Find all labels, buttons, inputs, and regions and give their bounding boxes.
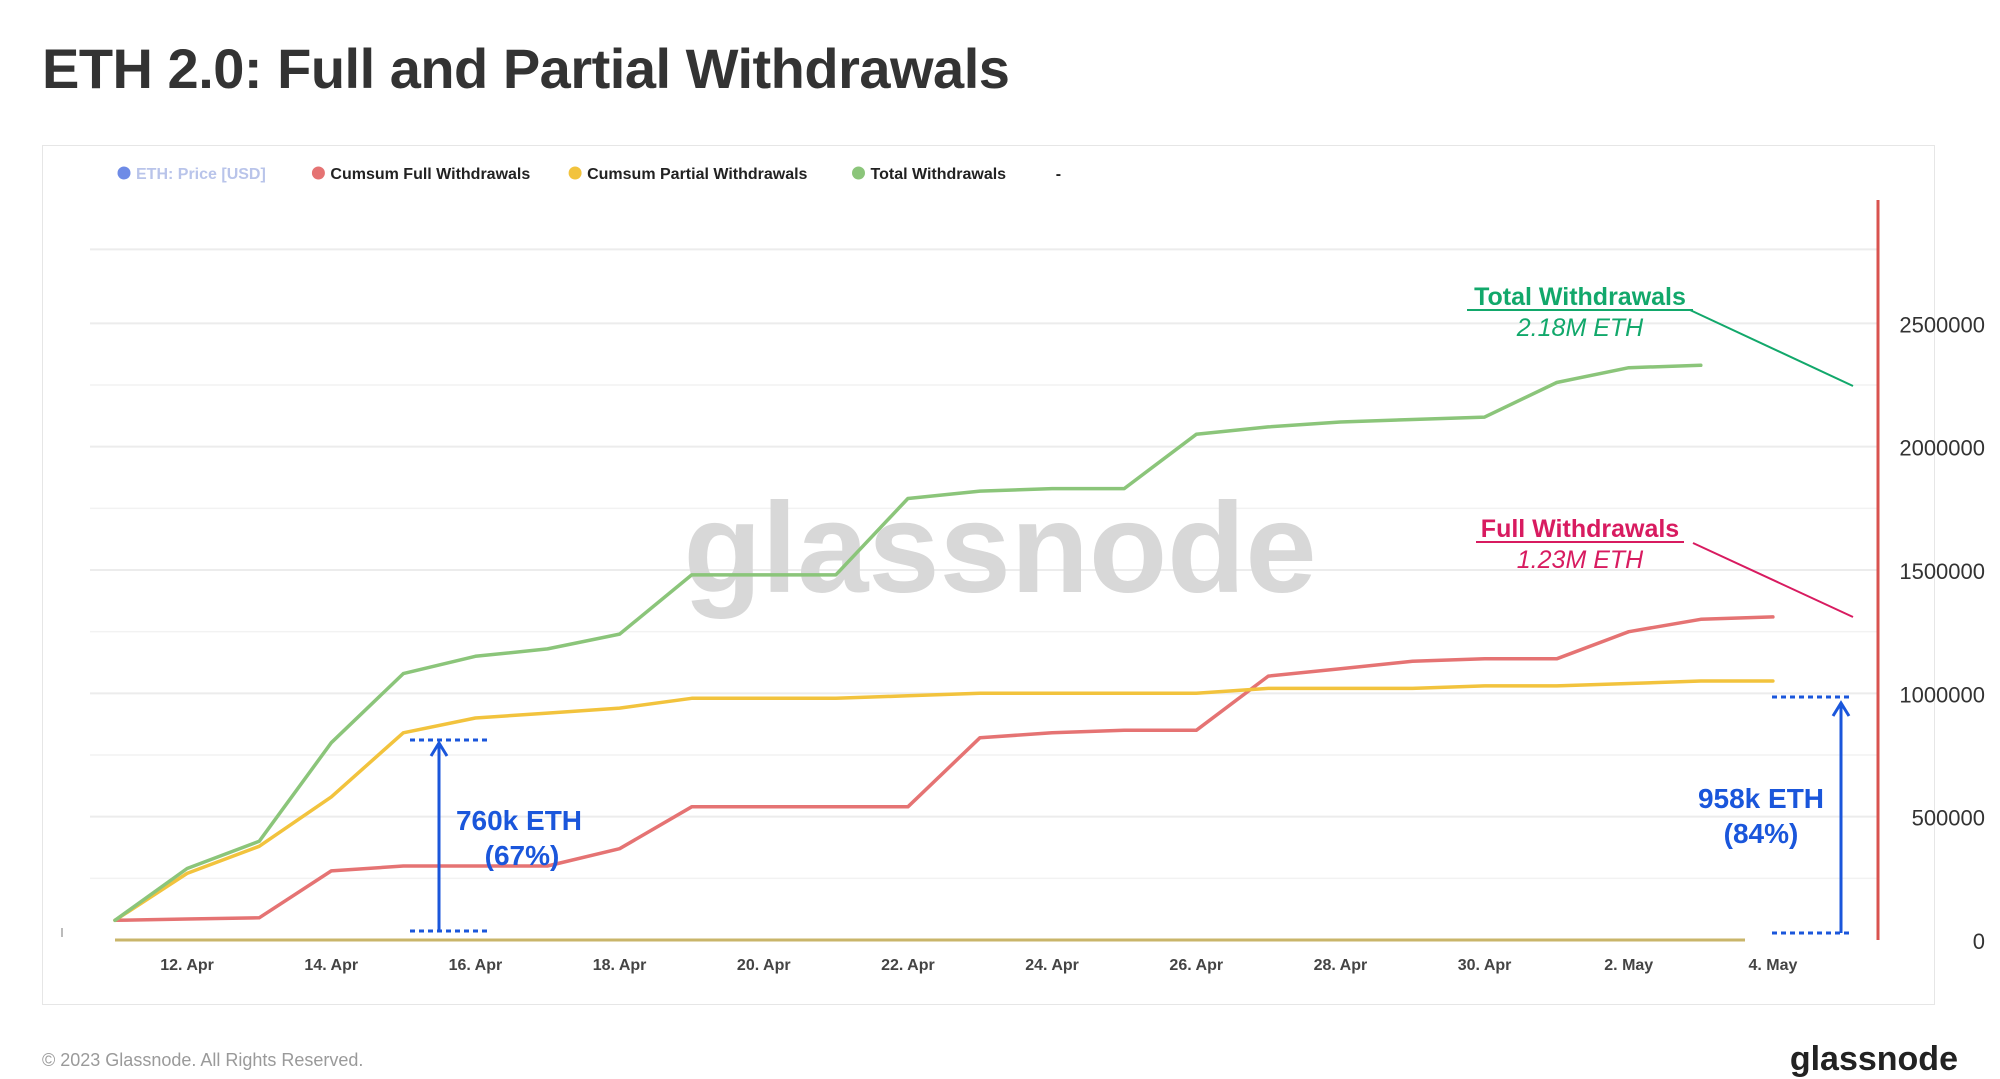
legend-item[interactable]: ETH: Price [USD] xyxy=(117,166,266,183)
legend-item[interactable]: Cumsum Full Withdrawals xyxy=(311,166,530,183)
y-tick-label: 2500000 xyxy=(1899,312,1985,337)
legend-marker xyxy=(852,166,865,180)
x-tick-label: 12. Apr xyxy=(160,957,214,974)
full-annotation-label: Full Withdrawals xyxy=(1481,515,1679,543)
partial-end-pct: (84%) xyxy=(1724,818,1799,849)
chart-legend: ETH: Price [USD] Cumsum Full Withdrawals C… xyxy=(117,166,1061,183)
glassnode-watermark: glassnode xyxy=(683,477,1316,620)
full-annotation-pointer xyxy=(1692,542,1854,618)
y-tick-label: 500000 xyxy=(1912,806,1985,831)
copyright-text: © 2023 Glassnode. All Rights Reserved. xyxy=(42,1050,364,1070)
y-tick-label: 1500000 xyxy=(1899,559,1985,584)
x-tick-label: 20. Apr xyxy=(737,957,791,974)
legend-marker xyxy=(117,166,131,180)
x-tick-label: 28. Apr xyxy=(1314,957,1368,974)
x-tick-label: 22. Apr xyxy=(881,957,935,974)
gridlines xyxy=(90,248,1878,880)
y-tick-label: 0 xyxy=(1973,929,1985,954)
x-tick-label: 24. Apr xyxy=(1025,957,1079,974)
x-tick-label: 2. May xyxy=(1604,957,1653,974)
page-title: ETH 2.0: Full and Partial Withdrawals xyxy=(42,37,1010,100)
legend-label: Total Withdrawals xyxy=(871,166,1007,183)
legend-item[interactable]: Cumsum Partial Withdrawals xyxy=(568,166,808,183)
full-annotation: Full Withdrawals 1.23M ETH xyxy=(1476,515,1854,618)
legend-label: - xyxy=(1056,166,1061,183)
y-tick-label: 2000000 xyxy=(1899,436,1985,461)
partial-end-arrowhead xyxy=(1831,700,1851,717)
y-tick-label: 1000000 xyxy=(1899,682,1985,707)
legend-label: Cumsum Full Withdrawals xyxy=(330,166,530,183)
legend-item[interactable]: - xyxy=(1056,166,1061,183)
series-lines xyxy=(113,363,1775,923)
brand-logo: glassnode xyxy=(1789,1040,1958,1078)
x-tick-label: 18. Apr xyxy=(593,957,647,974)
partial-mid-arrowhead xyxy=(429,740,449,757)
x-tick-label: 26. Apr xyxy=(1169,957,1223,974)
legend-label: ETH: Price [USD] xyxy=(136,166,266,183)
partial-mid-annotation xyxy=(410,738,490,933)
partial-end-value: 958k ETH xyxy=(1698,783,1824,814)
total-annotation-pointer xyxy=(1689,309,1854,387)
partial-mid-pct: (67%) xyxy=(485,840,560,871)
series-line-cumsum-partial-withdrawals xyxy=(113,679,1775,923)
y-axis-ticks: 0 500000 1000000 1500000 2000000 2500000 xyxy=(1899,312,1985,954)
chart-frame xyxy=(42,145,1935,1005)
partial-mid-value: 760k ETH xyxy=(456,805,582,836)
legend-marker xyxy=(568,166,582,180)
legend-item[interactable]: Total Withdrawals xyxy=(852,166,1006,183)
legend-marker xyxy=(311,166,325,180)
x-axis-ticks: 12. Apr 14. Apr 16. Apr 18. Apr 20. Apr 22. A… xyxy=(160,957,1797,974)
series-line-total-withdrawals xyxy=(113,363,1703,923)
x-tick-label: 4. May xyxy=(1748,957,1797,974)
total-annotation-value: 2.18M ETH xyxy=(1516,314,1644,342)
total-annotation-label: Total Withdrawals xyxy=(1474,283,1686,311)
total-annotation: Total Withdrawals 2.18M ETH xyxy=(1467,283,1854,387)
legend-label: Cumsum Partial Withdrawals xyxy=(587,166,807,183)
partial-end-annotation xyxy=(1772,695,1852,935)
series-line-cumsum-full-withdrawals xyxy=(113,615,1775,923)
x-tick-label: 16. Apr xyxy=(449,957,503,974)
full-annotation-value: 1.23M ETH xyxy=(1517,546,1644,574)
x-tick-label: 14. Apr xyxy=(304,957,358,974)
x-tick-label: 30. Apr xyxy=(1458,957,1512,974)
